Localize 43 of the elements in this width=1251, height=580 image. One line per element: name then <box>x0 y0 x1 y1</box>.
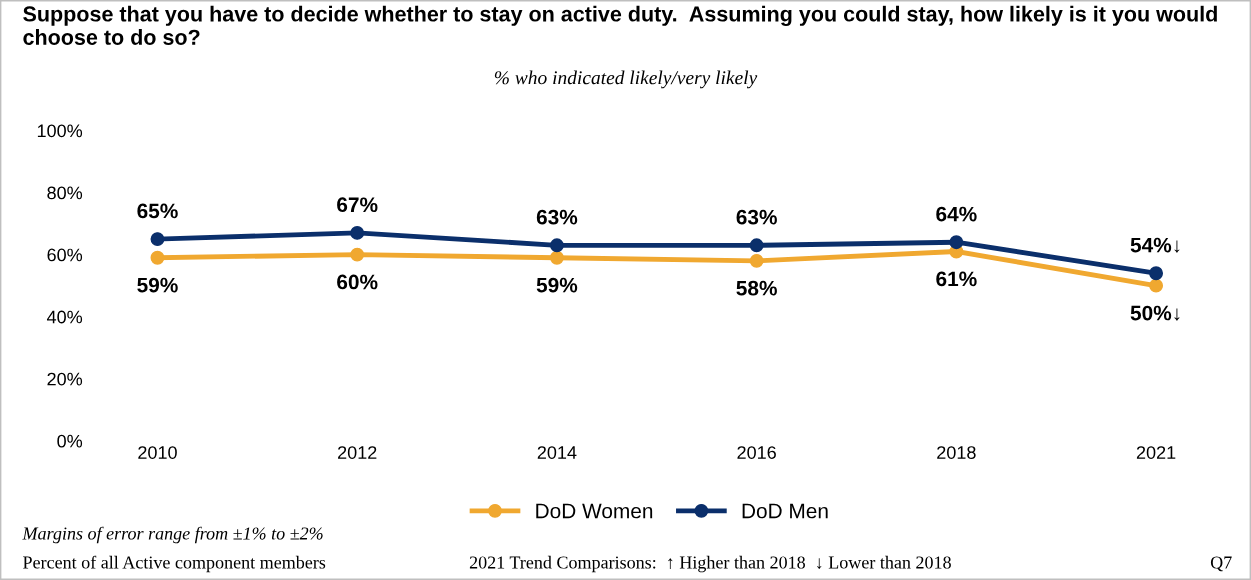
point <box>350 225 365 240</box>
x-tick-label: 2014 <box>537 446 577 459</box>
point <box>949 235 964 250</box>
legend-label: DoD Men <box>742 503 828 519</box>
point <box>1149 278 1164 293</box>
point <box>350 247 365 262</box>
data-label: 50%↓ <box>1130 305 1180 321</box>
point <box>549 250 564 265</box>
chart-subtitle: % who indicated likely/very likely <box>494 70 758 89</box>
y-tick-label: 0% <box>57 434 83 448</box>
data-label: 61% <box>936 271 977 287</box>
text: Q7 <box>1210 556 1232 572</box>
point <box>1149 266 1164 281</box>
y-tick-label: 60% <box>47 248 83 262</box>
point <box>150 232 165 247</box>
y-tick-label: 20% <box>47 372 83 386</box>
y-tick-label: 100% <box>37 124 83 138</box>
data-label: 63% <box>736 209 777 225</box>
x-tick-label: 2016 <box>737 446 776 459</box>
x-tick-label: 2012 <box>338 446 377 459</box>
x-tick-label: 2021 <box>1136 446 1176 459</box>
point <box>150 250 165 265</box>
data-label: 59% <box>536 277 578 293</box>
point <box>749 253 764 268</box>
x-tick-label: 2010 <box>138 446 177 459</box>
data-label: 59% <box>137 277 178 293</box>
y-tick-label: 80% <box>47 186 83 200</box>
data-label: 58% <box>736 280 777 296</box>
chart-title: Suppose that you have to decide whether to stay on active duty. Assuming you could stay, how likely is it you would choose to do so? <box>23 5 1217 45</box>
text: Margins of error range from ±1% to ±2% <box>22 526 323 544</box>
data-label: 64% <box>936 206 977 222</box>
data-label: 54%↓ <box>1130 237 1180 253</box>
data-label: 65% <box>137 203 178 219</box>
point <box>749 238 764 253</box>
legend-label: DoD Women <box>536 503 653 519</box>
text: 2021 Trend Comparisons: ↑ Higher than 2018 ↓ Lower than 2018 <box>469 555 951 573</box>
text: Percent of all Active component members <box>23 555 326 573</box>
data-label: 67% <box>337 197 378 213</box>
x-tick-label: 2018 <box>937 446 976 459</box>
data-label: 63% <box>536 209 578 225</box>
data-label: 60% <box>337 274 378 290</box>
point <box>549 238 564 253</box>
y-tick-label: 40% <box>46 310 83 324</box>
